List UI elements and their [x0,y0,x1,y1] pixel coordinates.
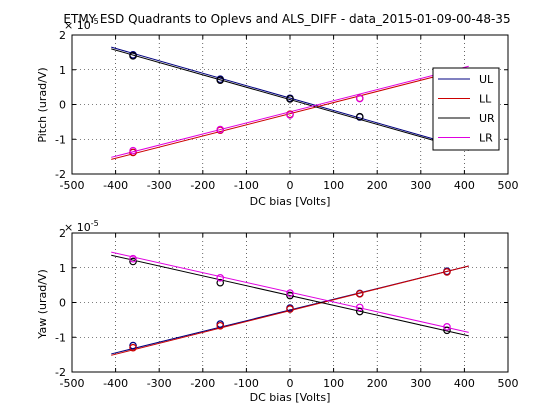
pitch-data-point-ur [355,112,364,121]
yaw-y-tick-label: 0 [59,297,66,310]
pitch-legend-label-ur: UR [479,112,495,125]
pitch-subplot: -500 -400 -300 -200 -100 0 100 200 300 400 500 -2 -1… [36,12,519,208]
pitch-x-tick-label: 300 [410,179,431,192]
pitch-ticks: -500 -400 -300 -200 -100 0 100 200 300 400 500 -2 -1… [55,29,518,192]
pitch-legend-box [432,67,500,151]
pitch-x-tick-label: -200 [190,179,215,192]
yaw-x-tick-label: 400 [454,377,475,390]
yaw-subplot: -500 -400 -300 -200 -100 0 100 200 300 400 500 -2 -1… [36,219,519,404]
yaw-data-point-lr [355,303,364,312]
pitch-data-point-lr [286,111,294,119]
yaw-data-point-ur [216,278,225,287]
yaw-data-point-lr [286,289,294,297]
pitch-legend-label-ll: LL [479,93,492,106]
pitch-fit-line-ul [111,46,469,150]
yaw-data-point-ll [355,290,364,298]
yaw-data-point-lr [443,323,451,331]
pitch-x-tick-label: 400 [454,179,475,192]
pitch-x-tick-label: -100 [234,179,259,192]
yaw-x-tick-label: 200 [367,377,388,390]
pitch-x-axis-label: DC bias [Volts] [250,195,331,208]
yaw-x-tick-label: -500 [60,377,85,390]
yaw-x-tick-label: -100 [234,377,259,390]
pitch-x-tick-label: 500 [498,179,519,192]
yaw-grid [72,233,508,372]
yaw-data-point-ll [216,321,225,330]
pitch-x-tick-label: 200 [367,179,388,192]
yaw-data-points [129,254,451,352]
pitch-title: ETMY ESD Quadrants to Oplevs and ALS_DIF… [63,12,510,26]
yaw-data-point-ul [129,341,137,350]
pitch-x-tick-label: 100 [323,179,344,192]
yaw-fit-line-ur [111,254,469,337]
pitch-x-tick-label: -400 [103,179,128,192]
pitch-data-point-ur [216,76,225,84]
yaw-y-axis-label: Yaw (urad/V) [36,269,49,339]
yaw-x-tick-label: -300 [147,377,172,390]
pitch-multiplier-exponent: -5 [91,17,99,26]
yaw-data-point-ur [443,326,451,335]
yaw-data-point-ll [443,268,451,276]
yaw-data-point-lr [129,254,137,263]
yaw-data-point-ll [286,305,294,313]
pitch-y-tick-label: -2 [55,168,66,181]
pitch-y-tick-label: 0 [59,99,66,112]
pitch-x-tick-label: 0 [287,179,294,192]
yaw-x-tick-label: -200 [190,377,215,390]
pitch-legend: UL LL UR LR [432,67,500,151]
yaw-y-tick-label: -1 [55,331,66,344]
yaw-data-point-ur [355,307,364,316]
pitch-x-tick-label: -300 [147,179,172,192]
pitch-y-tick-label: 1 [59,64,66,77]
yaw-data-point-ur [286,291,294,300]
pitch-fit-line-ll [111,67,469,160]
pitch-y-axis-label: Pitch (urad/V) [36,67,49,142]
pitch-fit-line-ur [111,48,469,151]
pitch-multiplier: × 10-5 [64,17,99,32]
yaw-ticks: -500 -400 -300 -200 -100 0 100 200 300 400 500 -2 -1… [55,227,518,390]
yaw-x-tick-label: -400 [103,377,128,390]
pitch-multiplier-base: × 10 [64,19,91,32]
yaw-y-tick-label: 2 [59,227,66,240]
yaw-multiplier-base: × 10 [64,221,91,234]
yaw-data-point-lr [216,274,225,282]
pitch-data-point-lr [355,94,364,103]
yaw-y-tick-label: -2 [55,366,66,379]
yaw-data-point-ur [129,257,137,266]
pitch-data-point-lr [129,146,137,155]
yaw-data-point-ll [129,343,137,352]
pitch-x-tick-label: -500 [60,179,85,192]
pitch-legend-label-lr: LR [479,132,493,145]
pitch-legend-label-ul: UL [479,73,494,86]
pitch-data-point-ur [129,52,137,60]
yaw-x-tick-label: 300 [410,377,431,390]
pitch-grid [72,35,508,174]
yaw-x-tick-label: 500 [498,377,519,390]
pitch-data-point-lr [216,125,225,134]
yaw-multiplier-exponent: -5 [91,219,99,228]
pitch-data-point-ur [286,95,294,103]
yaw-y-tick-label: 1 [59,262,66,275]
yaw-x-tick-label: 100 [323,377,344,390]
yaw-x-axis-label: DC bias [Volts] [250,391,331,404]
yaw-x-tick-label: 0 [287,377,294,390]
pitch-y-tick-label: 2 [59,29,66,42]
pitch-y-tick-label: -1 [55,133,66,146]
yaw-multiplier: × 10-5 [64,219,99,234]
